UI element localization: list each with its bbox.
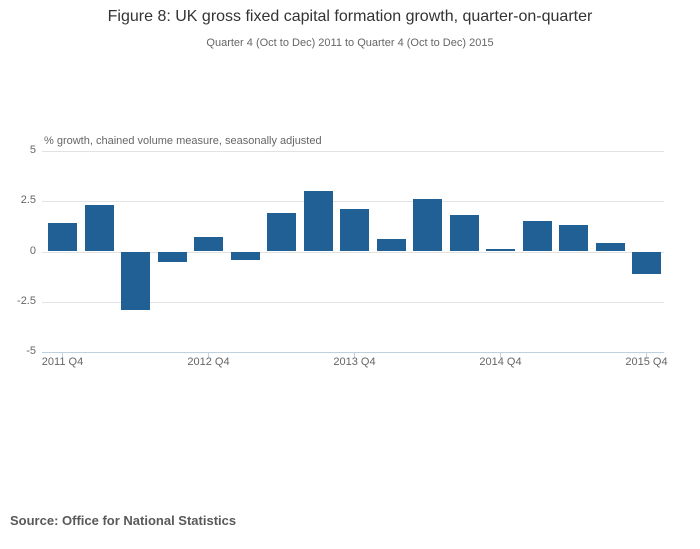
bar-2015-q3[interactable] — [595, 243, 625, 252]
bar-2015-q4[interactable] — [632, 251, 661, 274]
y-tick-label-2-5: 2.5 — [20, 194, 36, 207]
bar-2014-q2[interactable] — [413, 199, 442, 252]
y-tick-label-5: 5 — [29, 144, 36, 156]
gridline-0 — [42, 251, 664, 253]
bar-2012-q4[interactable] — [194, 237, 223, 252]
bar-2012-q2[interactable] — [121, 251, 150, 310]
x-tick-label-2011-q4: 2011 Q4 — [41, 356, 84, 368]
bar-2012-q1[interactable] — [84, 205, 114, 252]
chart-title: Figure 8: UK gross fixed capital formati… — [107, 8, 593, 25]
gridline-2-5 — [42, 201, 664, 203]
chart-subtitle: Quarter 4 (Oct to Dec) 2011 to Quarter 4… — [206, 37, 494, 49]
source-note: Source: Office for National Statistics — [10, 513, 237, 528]
x-tick-label-2015-q4: 2015 Q4 — [625, 356, 668, 368]
x-tick-label-2013-q4: 2013 Q4 — [333, 356, 376, 368]
bar-2014-q4[interactable] — [486, 249, 515, 252]
bar-2013-q1[interactable] — [230, 251, 260, 260]
x-tick-label-2014-q4: 2014 Q4 — [479, 356, 522, 368]
bar-2014-q3[interactable] — [449, 215, 479, 252]
gridline-5 — [42, 151, 664, 152]
y-tick-label--2-5: -2.5 — [17, 294, 36, 307]
bar-2015-q1[interactable] — [522, 221, 552, 252]
x-tick-2015-q4 — [646, 352, 647, 358]
x-tick-2013-q4 — [354, 352, 355, 358]
x-axis-line — [42, 352, 664, 353]
bar-2013-q3[interactable] — [303, 191, 333, 252]
bar-2011-q4[interactable] — [48, 223, 77, 252]
plot-area — [42, 151, 664, 358]
x-tick-2012-q4 — [208, 352, 209, 358]
x-tick-label-2012-q4: 2012 Q4 — [187, 356, 230, 368]
bar-2015-q2[interactable] — [559, 225, 588, 252]
x-tick-2014-q4 — [500, 352, 501, 358]
bar-2013-q2[interactable] — [267, 213, 296, 252]
bar-2014-q1[interactable] — [376, 239, 406, 252]
bar-2012-q3[interactable] — [157, 251, 187, 262]
y-axis-unit-label: % growth, chained volume measure, season… — [44, 135, 322, 147]
y-tick-label--5: -5 — [26, 345, 36, 357]
gridline--2-5 — [42, 301, 664, 303]
bar-2013-q4[interactable] — [340, 209, 369, 252]
x-tick-2011-q4 — [62, 352, 63, 358]
y-tick-label-0: 0 — [29, 244, 36, 257]
